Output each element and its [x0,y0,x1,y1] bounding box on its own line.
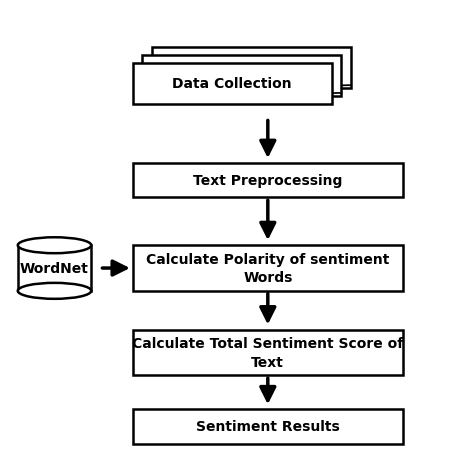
Bar [133,64,332,105]
Bar [152,48,351,89]
Bar [133,330,403,375]
Text: Sentiment Results: Sentiment Results [196,420,340,434]
Text: WordNet: WordNet [20,262,89,275]
Bar [142,56,341,96]
Text: Calculate Polarity of sentiment
Words: Calculate Polarity of sentiment Words [146,252,390,285]
Bar [133,410,403,444]
Ellipse shape [18,283,91,299]
Ellipse shape [18,238,91,254]
Text: Data Collection: Data Collection [173,77,292,91]
Text: Text Preprocessing: Text Preprocessing [193,174,343,188]
Bar [133,246,403,291]
Bar [18,246,91,291]
Bar [133,164,403,198]
Text: Calculate Total Sentiment Score of
Text: Calculate Total Sentiment Score of Text [132,336,403,369]
